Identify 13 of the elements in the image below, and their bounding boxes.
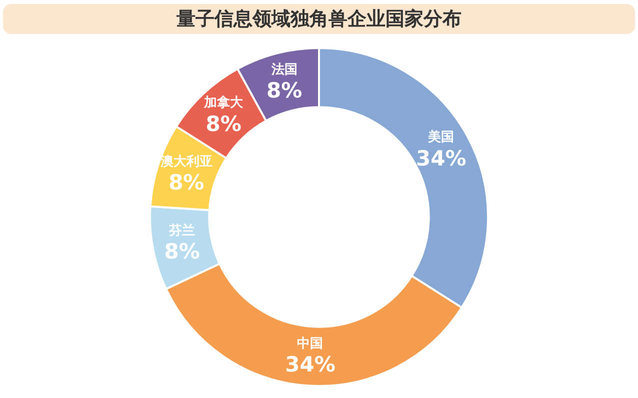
data-label: 34% xyxy=(416,146,466,170)
data-label: 34% xyxy=(285,352,336,377)
data-label: 8% xyxy=(206,112,242,136)
slice-label: 芬兰 xyxy=(168,222,196,238)
slice-label: 加拿大 xyxy=(203,94,244,111)
data-label: 8% xyxy=(168,170,204,194)
chart-title: 量子信息领域独角兽企业国家分布 xyxy=(3,4,635,34)
slice-label: 法国 xyxy=(270,62,298,78)
data-label: 8% xyxy=(164,240,200,264)
data-label: 8% xyxy=(266,78,302,102)
slice-label: 澳大利亚 xyxy=(159,153,212,170)
slice-label: 美国 xyxy=(427,129,454,146)
slice-label: 中国 xyxy=(297,336,324,352)
